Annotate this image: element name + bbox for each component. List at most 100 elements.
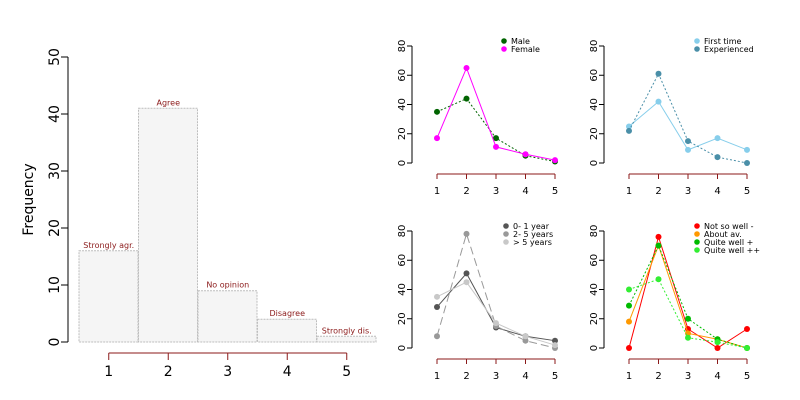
x-tick-label: 5 [342, 364, 351, 380]
series-line [436, 281, 556, 346]
data-point [493, 320, 499, 327]
data-point [463, 279, 470, 286]
data-point [655, 276, 662, 283]
y-tick-label: 0 [397, 160, 408, 166]
data-point [714, 135, 721, 142]
series-line [436, 98, 556, 163]
x-tick-label: 3 [685, 371, 691, 382]
x-tick-label: 5 [552, 371, 558, 382]
x-tick-label: 4 [522, 371, 528, 382]
data-point [714, 339, 721, 346]
x-tick-label: 5 [744, 371, 750, 382]
x-tick-label: 4 [522, 186, 528, 197]
y-tick-label: 60 [397, 69, 408, 82]
legend-label: Quite well + [704, 238, 753, 247]
legend-marker [694, 231, 700, 237]
bar-label: Disagree [270, 309, 306, 318]
data-point [655, 233, 662, 240]
data-point [493, 135, 499, 142]
x-tick-label: 5 [744, 186, 750, 197]
series-line [436, 272, 556, 342]
y-tick-label: 40 [397, 283, 408, 296]
legend-marker [694, 38, 700, 44]
y-tick-label: 0 [589, 160, 600, 166]
bar-label: No opinion [206, 281, 249, 290]
bar-label: Strongly agr. [83, 241, 134, 250]
legend-marker [501, 46, 507, 52]
x-tick-label: 5 [552, 186, 558, 197]
data-point [626, 318, 632, 325]
y-tick-label: 60 [589, 254, 600, 267]
x-tick-label: 2 [655, 186, 661, 197]
y-tick-label: 40 [589, 98, 600, 111]
y-tick-label: 30 [47, 162, 63, 180]
y-tick-label: 80 [589, 40, 600, 53]
x-tick-label: 2 [164, 364, 173, 380]
x-tick-label: 1 [626, 186, 632, 197]
data-point [626, 123, 632, 130]
x-tick-label: 4 [283, 364, 292, 380]
legend-marker [694, 223, 700, 229]
y-tick-label: 0 [47, 338, 63, 347]
data-point [655, 98, 662, 105]
x-tick-label: 4 [714, 371, 720, 382]
data-point [626, 127, 632, 134]
data-point [626, 345, 632, 351]
x-tick-label: 1 [104, 364, 113, 380]
legend-marker [503, 239, 509, 245]
legend-marker [501, 38, 507, 44]
data-point [463, 230, 470, 237]
x-tick-label: 2 [463, 371, 469, 382]
data-point [434, 333, 440, 340]
legend-marker [503, 231, 509, 237]
data-point [685, 315, 691, 322]
data-point [434, 293, 440, 300]
data-point [463, 64, 470, 71]
legend-label: Female [511, 45, 540, 54]
y-tick-label: 20 [589, 127, 600, 140]
y-tick-label: 50 [47, 48, 63, 66]
data-point [685, 138, 691, 145]
legend-label: 2- 5 years [513, 230, 553, 239]
y-tick-label: 20 [397, 312, 408, 325]
y-tick-label: 20 [589, 312, 600, 325]
bar [138, 107, 198, 343]
data-point [685, 334, 691, 341]
data-point [744, 160, 750, 166]
y-tick-label: 0 [589, 345, 600, 351]
y-tick-label: 20 [397, 127, 408, 140]
y-tick-label: 40 [47, 105, 63, 123]
x-tick-label: 2 [463, 186, 469, 197]
series-line [436, 232, 556, 349]
legend-marker [694, 247, 700, 253]
bar-label: Agree [156, 98, 180, 107]
bar [316, 335, 377, 343]
data-point [626, 302, 632, 309]
data-point [626, 286, 632, 293]
data-point [744, 146, 750, 153]
data-point [434, 304, 440, 311]
data-point [552, 157, 558, 164]
legend-label: 0- 1 year [513, 222, 550, 231]
x-tick-label: 3 [685, 186, 691, 197]
data-point [522, 151, 529, 158]
data-point [463, 270, 470, 277]
x-tick-label: 1 [626, 371, 632, 382]
legend-label: First time [704, 37, 742, 46]
y-tick-label: 40 [397, 98, 408, 111]
data-point [434, 108, 440, 115]
legend-label: Experienced [704, 45, 754, 54]
legend-label: > 5 years [513, 238, 552, 247]
y-tick-label: 20 [47, 219, 63, 237]
y-tick-label: 80 [397, 40, 408, 53]
y-tick-label: 0 [397, 345, 408, 351]
x-tick-label: 3 [493, 186, 499, 197]
y-axis-title: Frequency [21, 163, 37, 235]
legend-label: Quite well ++ [704, 246, 760, 255]
data-point [493, 143, 499, 150]
x-tick-label: 3 [493, 371, 499, 382]
